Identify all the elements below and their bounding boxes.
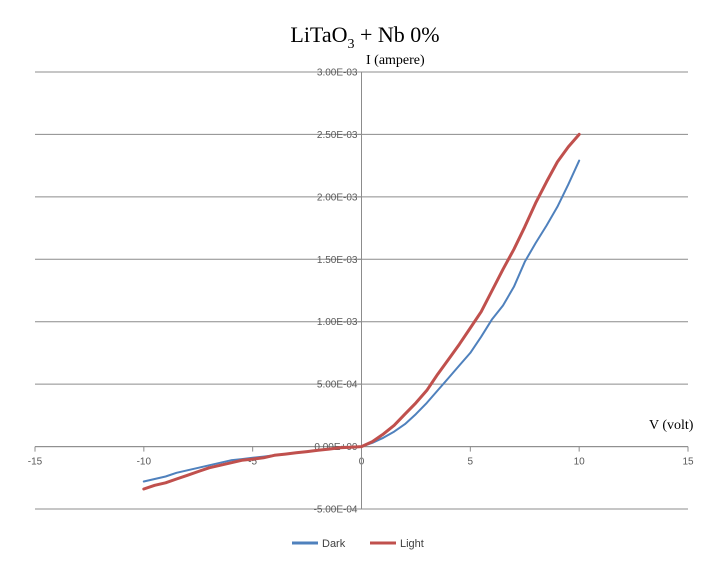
y-tick-label: 1.50E-03 [317,255,358,266]
y-tick-label: 3.00E-03 [317,68,358,79]
x-axis-title: V (volt) [649,418,694,433]
legend-label-dark: Dark [322,538,346,550]
x-tick-label: -15 [28,457,43,468]
title-subscript: 3 [347,37,354,52]
y-tick-label: 5.00E-04 [317,380,358,391]
x-tick-label: 10 [574,457,586,468]
y-tick-label: 2.00E-03 [317,192,358,203]
title-suffix: + Nb 0% [354,22,439,47]
x-tick-label: 15 [682,457,694,468]
series-group [142,132,581,491]
legend: Dark Light [292,538,424,550]
y-axis-title: I (ampere) [366,53,425,68]
x-tick-label: -5 [248,457,257,468]
y-tick-label: -5.00E-04 [314,505,358,516]
series-line-light [142,132,581,491]
x-axis: -15-10-5051015 [28,446,694,468]
x-tick-label: 5 [468,457,474,468]
y-tick-label: 1.00E-03 [317,317,358,328]
y-tick-label: 2.50E-03 [317,130,358,141]
x-tick-label: -10 [137,457,152,468]
chart-title: LiTaO3 + Nb 0% [290,22,439,52]
legend-label-light: Light [400,538,424,550]
